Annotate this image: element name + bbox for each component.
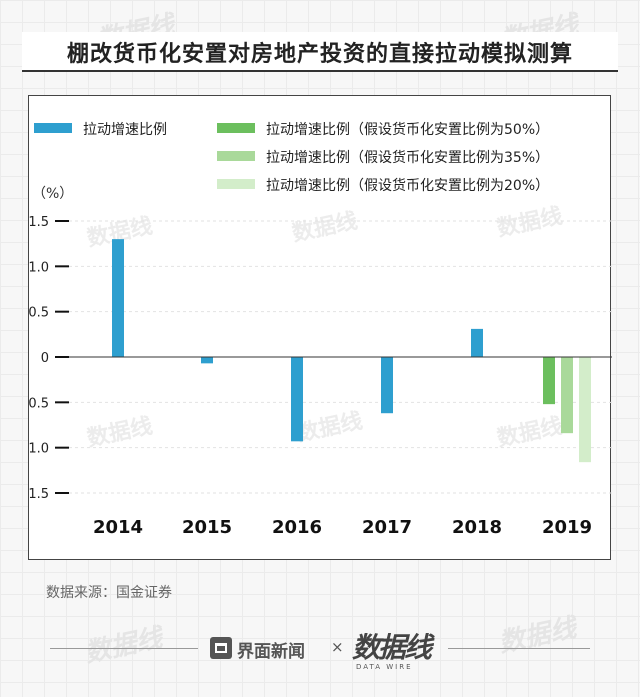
x-tick-label: 2016 bbox=[272, 517, 322, 538]
partner-logo-subtitle: DATA WIRE bbox=[356, 663, 413, 671]
bar bbox=[561, 357, 573, 434]
bar bbox=[579, 357, 591, 463]
separator-sign: × bbox=[331, 638, 344, 656]
bar bbox=[381, 357, 393, 414]
x-tick-label: 2017 bbox=[362, 517, 412, 538]
watermark: 数据线 bbox=[82, 623, 165, 669]
legend-label: 拉动增速比例（假设货币化安置比例为20%） bbox=[266, 177, 549, 194]
partner-logo: 数据线 bbox=[352, 631, 432, 664]
watermark: 数据线 bbox=[85, 413, 155, 452]
y-tick-label: 0 bbox=[41, 351, 49, 366]
watermark: 数据线 bbox=[495, 413, 565, 452]
bar bbox=[471, 328, 483, 357]
footer-divider-left bbox=[50, 648, 198, 649]
legend-swatch bbox=[34, 123, 72, 133]
y-tick-label: -0.5 bbox=[29, 396, 49, 411]
legend-swatch bbox=[217, 179, 255, 189]
watermark: 数据线 bbox=[496, 613, 579, 659]
bar bbox=[543, 357, 555, 405]
y-tick-label: 1.5 bbox=[29, 215, 49, 230]
y-tick-label: -1.5 bbox=[29, 487, 49, 502]
y-tick-label: -1.0 bbox=[29, 442, 49, 457]
page-title: 棚改货币化安置对房地产投资的直接拉动模拟测算 bbox=[66, 42, 573, 67]
legend-label: 拉动增速比例 bbox=[83, 122, 167, 138]
watermark: 数据线 bbox=[495, 203, 565, 242]
x-tick-label: 2014 bbox=[93, 517, 143, 538]
y-tick-label: 1.0 bbox=[29, 260, 49, 275]
watermark: 数据线 bbox=[295, 408, 365, 447]
x-tick-label: 2015 bbox=[182, 517, 232, 538]
x-tick-label: 2018 bbox=[452, 517, 502, 538]
brand-name: 界面新闻 bbox=[237, 642, 305, 662]
x-tick-label: 2019 bbox=[542, 517, 592, 538]
bar bbox=[291, 357, 303, 442]
legend-label: 拉动增速比例（假设货币化安置比例为50%） bbox=[266, 121, 549, 138]
source-text: 数据来源：国金证券 bbox=[46, 585, 172, 601]
legend-label: 拉动增速比例（假设货币化安置比例为35%） bbox=[266, 149, 549, 166]
title-band: 棚改货币化安置对房地产投资的直接拉动模拟测算 bbox=[22, 32, 618, 72]
legend-swatch bbox=[217, 151, 255, 161]
y-axis-unit: （%） bbox=[32, 186, 73, 202]
jiemian-logo-icon bbox=[210, 637, 232, 659]
y-tick-label: 0.5 bbox=[29, 306, 49, 321]
watermark: 数据线 bbox=[290, 208, 360, 247]
bar bbox=[201, 357, 213, 364]
footer-divider-right bbox=[448, 648, 590, 649]
legend-swatch bbox=[217, 123, 255, 133]
chart-panel: 数据线 数据线 数据线 数据线 数据线 数据线 拉动增速比例 拉动增速比例（假设货币化安置比… bbox=[28, 95, 612, 560]
bar bbox=[112, 239, 124, 357]
